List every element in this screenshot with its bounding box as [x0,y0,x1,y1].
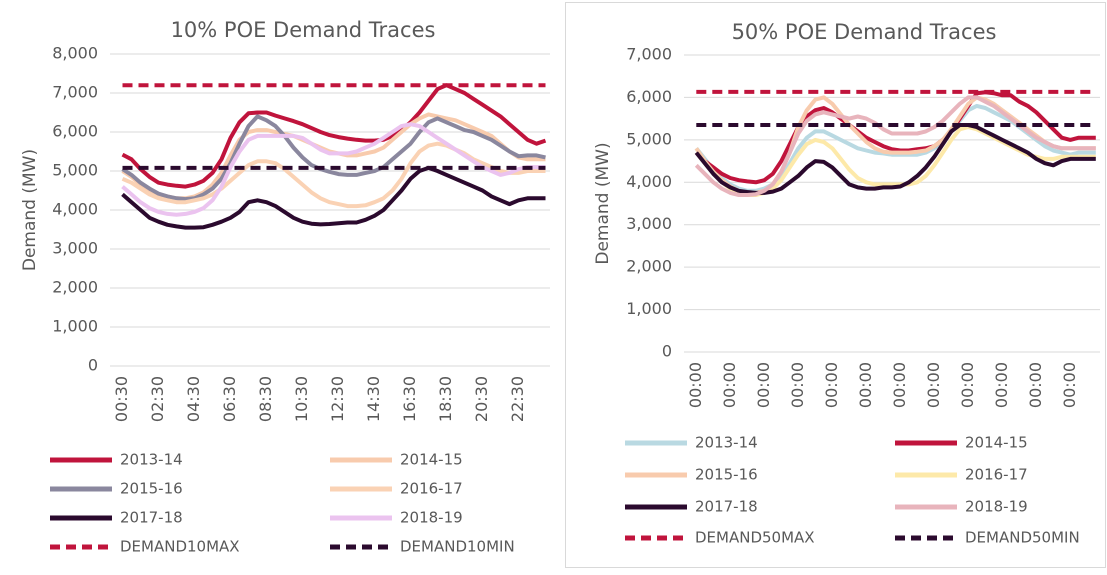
x-tick-label: 00:00 [890,362,909,408]
y-tick-label: 7,000 [626,45,672,64]
x-tick-label: 18:30 [436,376,455,422]
legend-label: DEMAND50MAX [695,529,815,547]
x-tick-label: 16:30 [400,376,419,422]
x-tick-label: 00:00 [788,362,807,408]
y-tick-label: 1,000 [52,317,98,336]
x-tick-label: 00:00 [822,362,841,408]
legend-label: DEMAND50MIN [965,529,1080,547]
legend-label: DEMAND10MIN [400,538,515,556]
x-tick-label: 20:30 [472,376,491,422]
chart-title: 10% POE Demand Traces [171,18,436,42]
y-tick-label: 2,000 [52,278,98,297]
y-axis-label: Demand (MW) [20,149,40,271]
x-tick-label: 00:00 [856,362,875,408]
x-tick-label: 08:30 [256,376,275,422]
series-line [694,90,1096,185]
y-axis-label: Demand (MW) [593,142,613,264]
x-tick-label: 00:00 [1026,362,1045,408]
legend-label: 2013-14 [695,434,758,452]
x-tick-label: 10:30 [292,376,311,422]
y-tick-label: 4,000 [52,200,98,219]
x-tick-label: 00:00 [992,362,1011,408]
legend-label: DEMAND10MAX [120,538,240,556]
series-line [121,165,546,230]
x-tick-label: 00:00 [958,362,977,408]
series-line [121,83,547,189]
legend-label: 2017-18 [695,498,758,516]
x-tick-label: 12:30 [328,376,347,422]
y-tick-label: 1,000 [626,299,672,318]
legend-label: 2014-15 [400,451,463,469]
chart-title: 50% POE Demand Traces [732,20,997,44]
y-tick-label: 6,000 [52,122,98,141]
x-tick-label: 06:30 [220,376,239,422]
y-tick-label: 7,000 [52,83,98,102]
x-tick-label: 00:00 [686,362,705,408]
legend-label: 2016-17 [400,480,463,498]
y-tick-label: 2,000 [626,257,672,276]
panel-border [565,2,1106,568]
x-tick-label: 00:30 [112,376,131,422]
series-line [121,122,546,217]
x-tick-label: 00:00 [924,362,943,408]
legend-label: 2015-16 [695,466,758,484]
legend-label: 2015-16 [120,480,183,498]
legend-label: 2013-14 [120,451,183,469]
x-tick-label: 00:00 [1060,362,1079,408]
series-line [694,95,1096,197]
y-tick-label: 3,000 [626,214,672,233]
y-tick-label: 3,000 [52,239,98,258]
x-tick-label: 02:30 [148,376,167,422]
legend-label: 2018-19 [965,498,1028,516]
y-tick-label: 6,000 [626,87,672,106]
legend-label: 2017-18 [120,509,183,527]
y-tick-label: 0 [88,356,98,375]
series-line [121,114,546,202]
y-tick-label: 0 [662,342,672,361]
legend-label: 2018-19 [400,509,463,527]
x-tick-label: 04:30 [184,376,203,422]
legend-label: 2014-15 [965,434,1028,452]
y-tick-label: 8,000 [52,44,98,63]
legend-label: 2016-17 [965,466,1028,484]
y-tick-label: 5,000 [626,129,672,148]
x-tick-label: 00:00 [754,362,773,408]
x-tick-label: 22:30 [508,376,527,422]
x-tick-label: 00:00 [720,362,739,408]
y-tick-label: 5,000 [52,161,98,180]
y-tick-label: 4,000 [626,172,672,191]
x-tick-label: 14:30 [364,376,383,422]
